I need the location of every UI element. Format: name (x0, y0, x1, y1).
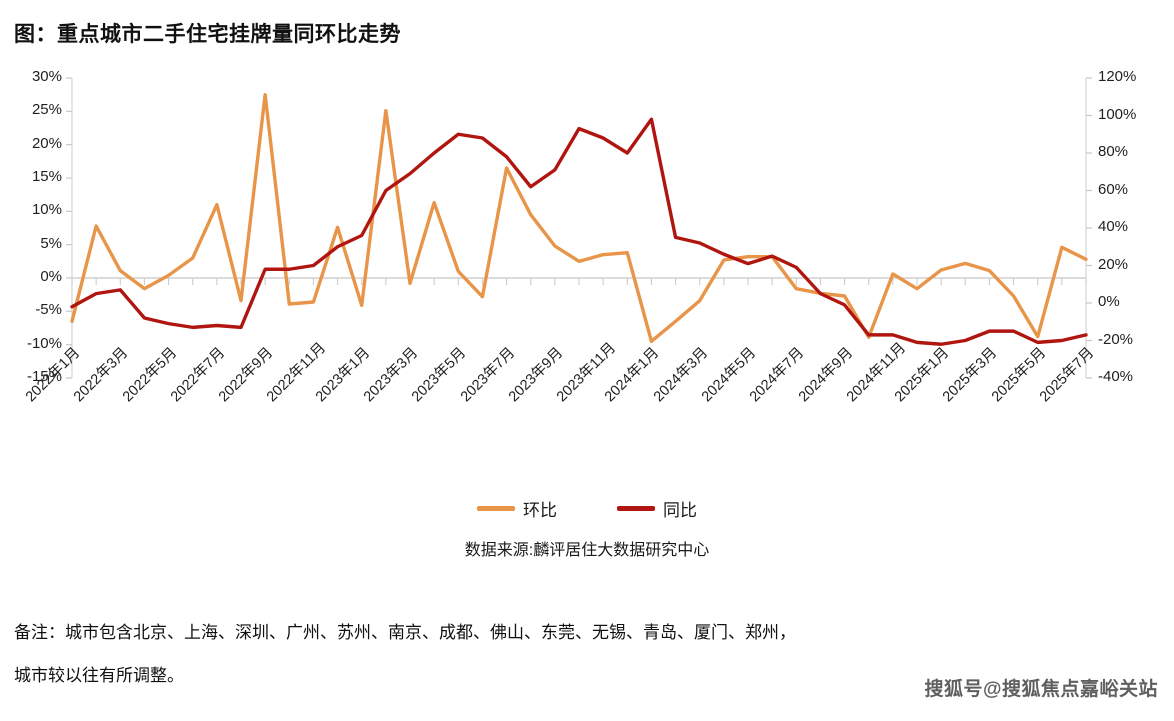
y-axis-left-tick-label: -15% (26, 368, 62, 385)
y-axis-left-tick-label: 20% (31, 134, 62, 152)
chart-plot-area: 30% 25% 20% 15% 10% 5% 0% -5% -10% -15% 120% 100% 8… (0, 60, 1174, 400)
y-axis-left-tick-label: 10% (31, 201, 62, 219)
legend-item[interactable]: 环比 (477, 496, 557, 521)
watermark: 搜狐号@搜狐焦点嘉峪关站 (924, 679, 1158, 700)
legend-color-swatch (477, 506, 515, 511)
y-axis-right-tick-label: -40% (1098, 368, 1134, 385)
y-axis-right-tick-label: 0% (1098, 293, 1120, 310)
y-axis-left-tick-label: -10% (26, 334, 62, 352)
y-axis-left-tick-label: 5% (40, 234, 62, 252)
y-axis-right-tick-label: 40% (1098, 218, 1129, 235)
y-axis-left-tick-label: 30% (31, 68, 62, 85)
chart-axes (66, 77, 1092, 379)
footnote: 备注：城市包含北京、上海、深圳、广州、苏州、南京、成都、佛山、东莞、无锡、青岛、… (14, 612, 1154, 698)
y-axis-left-tick-label: 15% (31, 168, 62, 185)
chart-series (70, 92, 1088, 346)
y-axis-right-tick-label: -20% (1098, 330, 1134, 348)
y-axis-left-tick-label: 0% (40, 268, 62, 285)
chart-legend: 环比 同比 (0, 496, 1174, 521)
source-note: 数据来源:麟评居住大数据研究中心 (464, 542, 710, 559)
y-axis-right-tick-label: 100% (1098, 105, 1137, 123)
y-axis-left-tick-label: -5% (35, 301, 62, 319)
y-axis-right-tick-label: 80% (1098, 143, 1129, 160)
y-axis-right-tick-label: 60% (1098, 180, 1129, 198)
x-axis-labels: 2022年1月 2022年3月 2022年5月 2022年7月 2022年9月 2022年… (0, 340, 1174, 475)
y-axis-right-tick-label: 20% (1098, 255, 1129, 273)
footnote-line-1: 备注：城市包含北京、上海、深圳、广州、苏州、南京、成都、佛山、东莞、无锡、青岛、… (14, 623, 796, 643)
line-chart-svg (66, 77, 1092, 379)
y-axis-left-tick-label: 25% (31, 101, 62, 119)
legend-item[interactable]: 同比 (617, 496, 697, 521)
y-axis-right-tick-label: 120% (1098, 68, 1137, 85)
legend-color-swatch (617, 506, 655, 511)
page-title: 图：重点城市二手住宅挂牌量同环比走势 (14, 23, 401, 46)
legend-label: 同比 (663, 501, 697, 520)
footnote-line-2: 城市较以往有所调整。 (14, 666, 184, 686)
legend-label: 环比 (523, 501, 557, 520)
